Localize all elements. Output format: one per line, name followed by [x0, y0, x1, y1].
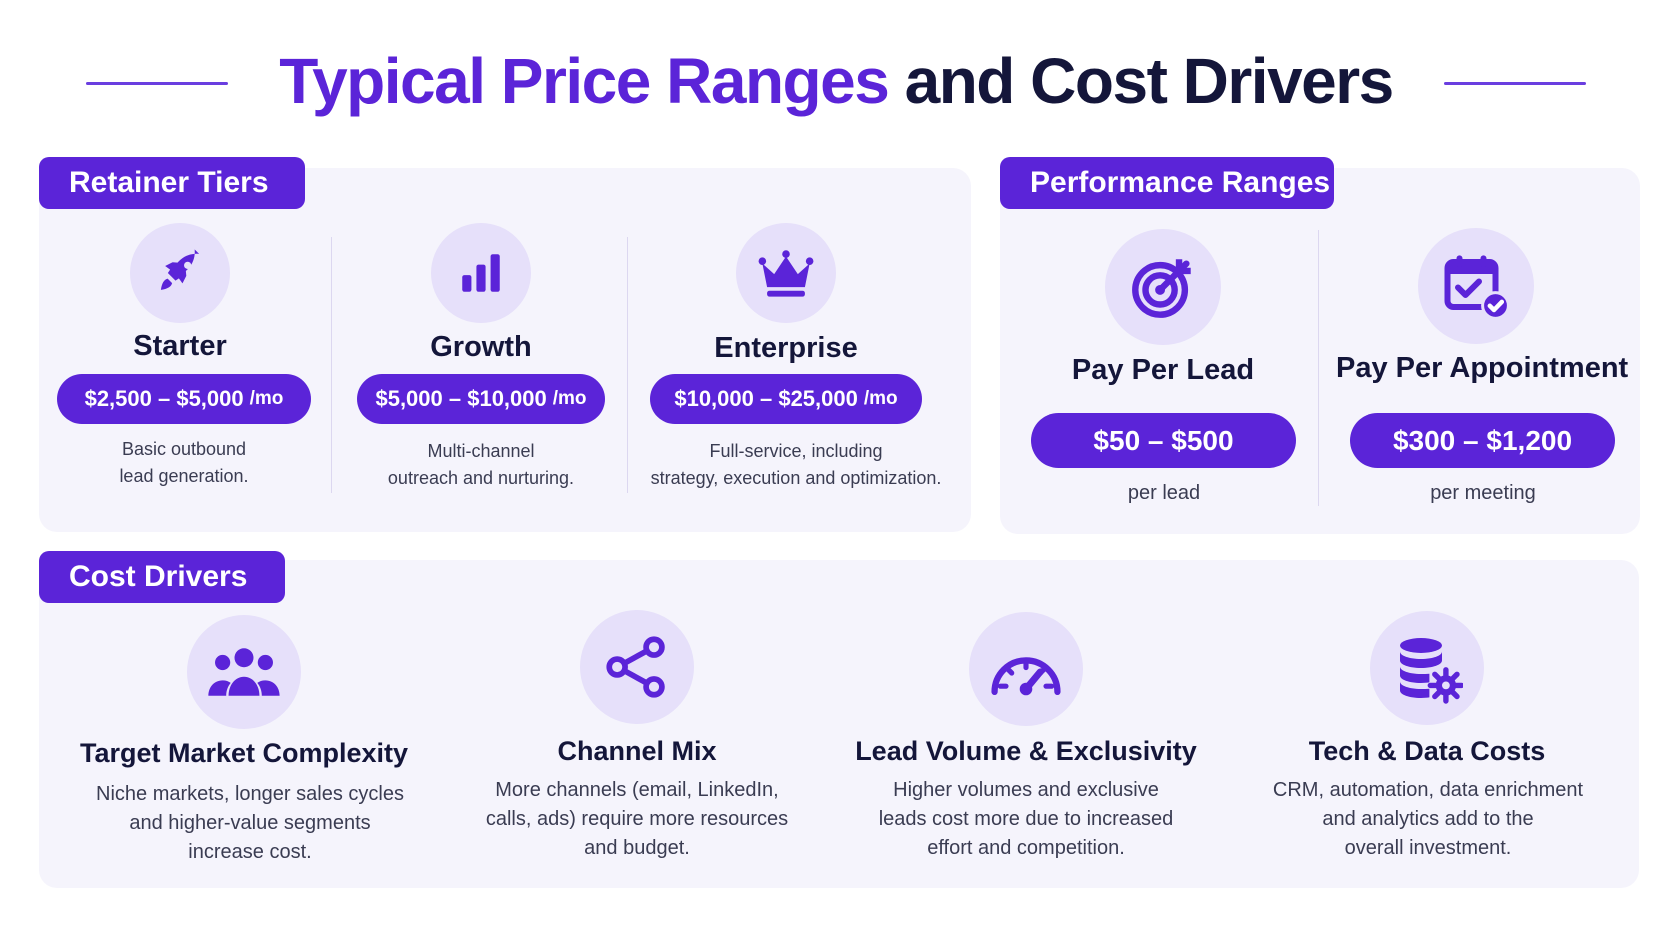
price-unit: /mo — [552, 388, 587, 409]
divider — [1318, 230, 1319, 506]
desc-line: CRM, automation, data enrichment — [1272, 779, 1584, 801]
price-starter: $2,500 – $5,000 — [84, 386, 244, 411]
title-rest: and Cost Drivers — [904, 45, 1395, 117]
desc-line: More channels (email, LinkedIn, — [495, 779, 779, 801]
price-appointment: $300 – $1,200 — [1392, 424, 1573, 456]
desc-line: Multi-channel — [427, 441, 535, 461]
page-title: Typical Price Ranges and Cost Drivers — [0, 36, 1672, 126]
desc-line: strategy, execution and optimization. — [650, 468, 942, 488]
desc-line: Basic outbound — [121, 439, 247, 459]
desc-line: and analytics add to the — [1322, 808, 1534, 830]
divider — [627, 237, 628, 493]
price-unit: /mo — [249, 388, 284, 409]
tier-name-starter: Starter — [133, 330, 227, 362]
desc-line: leads cost more due to increased — [878, 808, 1174, 830]
price-pill-starter: $2,500 – $5,000/mo — [57, 374, 311, 424]
desc-line: and higher-value segments — [129, 812, 371, 834]
perf-name-appointment: Pay Per Appointment — [1336, 352, 1629, 384]
desc-line: calls, ads) require more resources — [485, 808, 789, 830]
database-gear-icon — [1370, 611, 1484, 725]
tier-desc-enterprise: Full-service, including strategy, execut… — [646, 438, 946, 492]
performance-panel — [1000, 168, 1640, 534]
price-enterprise: $10,000 – $25,000 — [674, 386, 858, 411]
retainer-tag: Retainer Tiers — [39, 157, 305, 209]
calendar-check-icon — [1418, 228, 1534, 344]
desc-line: and budget. — [584, 837, 690, 859]
price-pill-lead: $50 – $500 — [1031, 413, 1296, 468]
title-rule-right — [1444, 82, 1586, 85]
divider — [331, 237, 332, 493]
price-pill-appointment: $300 – $1,200 — [1350, 413, 1615, 468]
driver-desc-market: Niche markets, longer sales cycles and h… — [70, 780, 430, 867]
driver-desc-volume: Higher volumes and exclusive leads cost … — [855, 776, 1197, 863]
title-accent: Typical Price Ranges — [279, 45, 890, 117]
page-header: Typical Price Ranges and Cost Drivers — [0, 36, 1672, 126]
driver-desc-tech: CRM, automation, data enrichment and ana… — [1252, 776, 1604, 863]
perf-name-lead: Pay Per Lead — [1071, 354, 1255, 386]
tier-desc-growth: Multi-channel outreach and nurturing. — [366, 438, 596, 492]
cost-drivers-tag: Cost Drivers — [39, 551, 285, 603]
rocket-icon — [130, 223, 230, 323]
desc-line: Full-service, including — [709, 441, 883, 461]
tier-name-growth: Growth — [430, 331, 532, 363]
bar-chart-icon — [431, 223, 531, 323]
driver-name-tech: Tech & Data Costs — [1308, 736, 1546, 766]
tier-desc-starter: Basic outbound lead generation. — [84, 436, 284, 490]
cost-drivers-panel — [39, 560, 1639, 888]
driver-name-volume: Lead Volume & Exclusivity — [855, 736, 1197, 766]
desc-line: Niche markets, longer sales cycles — [96, 783, 404, 805]
desc-line: Higher volumes and exclusive — [893, 779, 1159, 801]
performance-tag: Performance Ranges — [1000, 157, 1334, 209]
desc-line: overall investment. — [1344, 837, 1512, 859]
price-pill-growth: $5,000 – $10,000/mo — [357, 374, 605, 424]
desc-line: lead generation. — [119, 466, 249, 486]
desc-line: increase cost. — [188, 841, 312, 863]
price-pill-enterprise: $10,000 – $25,000/mo — [650, 374, 922, 424]
perf-sub-lead: per lead — [1127, 482, 1201, 504]
price-unit: /mo — [863, 388, 898, 409]
tier-name-enterprise: Enterprise — [714, 332, 858, 364]
driver-name-market: Target Market Complexity — [79, 738, 409, 768]
title-rule-left — [86, 82, 228, 85]
price-growth: $5,000 – $10,000 — [375, 386, 547, 411]
driver-name-channel: Channel Mix — [557, 736, 717, 766]
price-lead: $50 – $500 — [1093, 424, 1234, 456]
perf-sub-appointment: per meeting — [1430, 482, 1536, 504]
desc-line: effort and competition. — [927, 837, 1125, 859]
driver-desc-channel: More channels (email, LinkedIn, calls, a… — [462, 776, 812, 863]
crown-icon — [736, 223, 836, 323]
gauge-icon — [969, 612, 1083, 726]
people-group-icon — [187, 615, 301, 729]
share-icon — [580, 610, 694, 724]
desc-line: outreach and nurturing. — [387, 468, 575, 488]
target-icon — [1105, 229, 1221, 345]
